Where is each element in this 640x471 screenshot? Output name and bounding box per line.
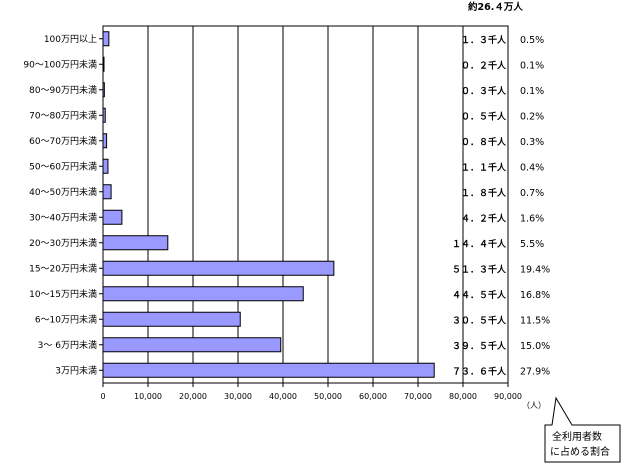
percent-label: 0.1%: [520, 86, 544, 97]
x-axis-unit: （人）: [522, 401, 546, 410]
bars: [102, 31, 435, 378]
value-label: ５１．３千人: [452, 263, 507, 275]
bar: [102, 337, 282, 353]
percent-label: 5.5%: [520, 239, 544, 250]
x-tick-label: 10,000: [134, 392, 162, 401]
percent-label: 0.7%: [520, 188, 544, 199]
bar: [102, 235, 169, 251]
x-tick-label: 20,000: [179, 392, 207, 401]
category-label: 15～20万円未満: [29, 262, 97, 274]
category-label: 10～15万円未満: [29, 288, 97, 300]
percent-label: 19.4%: [520, 264, 550, 275]
value-label: ７３．６千人: [452, 365, 507, 377]
bar: [102, 133, 108, 149]
x-tick-label: 90,000: [494, 392, 522, 401]
category-label: 50～60万円未満: [29, 160, 97, 172]
category-label: 40～50万円未満: [29, 186, 97, 198]
bar: [102, 209, 123, 225]
category-label: 80～90万円未満: [29, 84, 97, 96]
labels: 0 10,000 20,000 30,000 40,000 50,000 60,000 70,…: [23, 34, 550, 401]
bar: [102, 311, 241, 327]
category-label: 6～10万円未満: [35, 313, 97, 325]
value-label: １．３千人: [461, 34, 507, 46]
bar: [102, 362, 435, 378]
category-label: 3万円未満: [55, 364, 97, 376]
axes: [99, 25, 509, 387]
value-label: ４．２千人: [461, 212, 507, 224]
value-label: ０．８千人: [461, 136, 507, 148]
x-tick-label: 70,000: [404, 392, 432, 401]
percent-label: 15.0%: [520, 341, 550, 352]
percent-label: 27.9%: [520, 366, 550, 377]
category-label: 90～100万円未満: [23, 58, 97, 70]
category-label: 20～30万円未満: [29, 237, 97, 249]
bar: [102, 31, 110, 47]
bar: [102, 184, 112, 200]
x-tick-label: 60,000: [359, 392, 387, 401]
value-label: ０．２千人: [461, 59, 507, 71]
plot-frame: [102, 25, 509, 384]
percent-label: 0.2%: [520, 111, 544, 122]
value-label: ０．３千人: [461, 85, 507, 97]
bar: [102, 286, 304, 302]
value-label: １．８千人: [461, 187, 507, 199]
category-label: 3～ 6万円未満: [38, 339, 97, 351]
category-label: 60～70万円未満: [29, 135, 97, 147]
x-tick-label: 80,000: [449, 392, 477, 401]
total-label: 約26.４万人: [468, 1, 523, 13]
value-label: ３０．５千人: [452, 314, 507, 326]
value-label: ３９．５千人: [452, 340, 507, 352]
percent-label: 11.5%: [520, 315, 550, 326]
x-tick-label: 50,000: [314, 392, 342, 401]
value-label: １４．４千人: [452, 238, 507, 250]
callout-line-2: に占める割合: [550, 445, 610, 458]
callout-box: [544, 396, 621, 463]
category-label: 100万円以上: [44, 34, 97, 45]
x-tick-label: 0: [100, 392, 105, 401]
bar: [102, 158, 109, 174]
value-label: ０．５千人: [461, 110, 507, 122]
percent-label: 1.6%: [520, 213, 544, 224]
category-label: 70～80万円未満: [29, 109, 97, 121]
callout-line-1: 全利用者数: [552, 430, 602, 443]
percent-label: 0.3%: [520, 137, 544, 148]
bar: [102, 260, 335, 276]
x-tick-label: 30,000: [224, 392, 252, 401]
category-label: 30～40万円未満: [29, 211, 97, 223]
percent-label: 0.4%: [520, 162, 544, 173]
grid-lines: [147, 26, 464, 383]
percent-label: 0.1%: [520, 60, 544, 71]
value-label: ４４．５千人: [452, 289, 507, 301]
percent-label: 0.5%: [520, 35, 544, 46]
percent-label: 16.8%: [520, 290, 550, 301]
x-tick-label: 40,000: [269, 392, 297, 401]
value-label: １．１千人: [461, 161, 507, 173]
